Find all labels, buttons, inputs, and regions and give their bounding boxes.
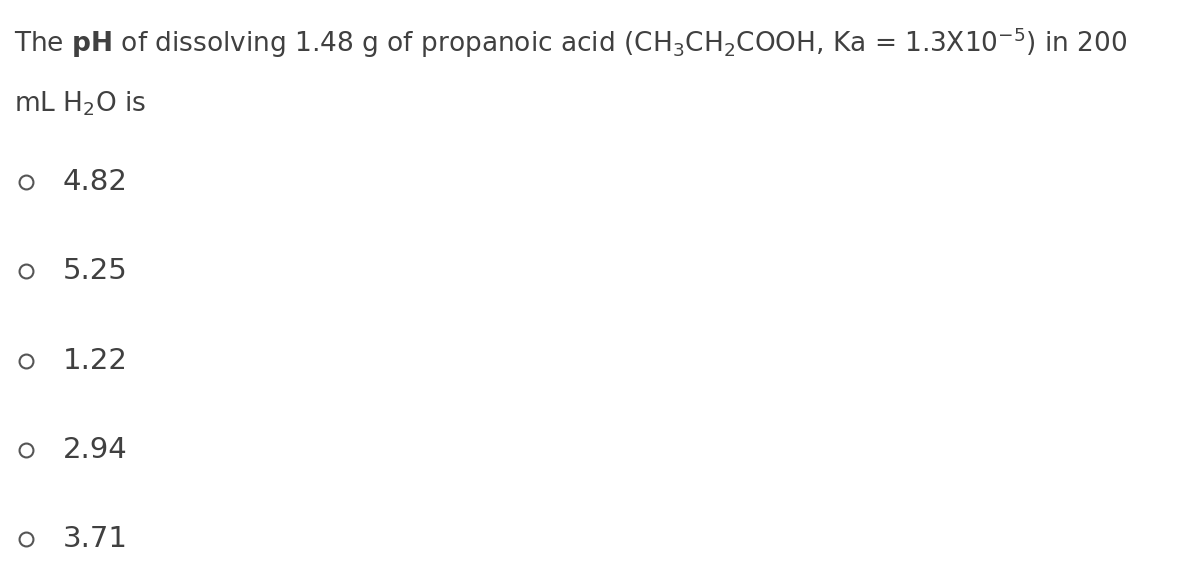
Text: 2.94: 2.94 (62, 436, 127, 464)
Text: 3.71: 3.71 (62, 526, 127, 553)
Text: The $\mathbf{pH}$ of dissolving 1.48 g of propanoic acid (CH$_3$CH$_2$COOH, Ka =: The $\mathbf{pH}$ of dissolving 1.48 g o… (14, 26, 1128, 61)
Text: 5.25: 5.25 (62, 257, 127, 285)
Text: mL H$_2$O is: mL H$_2$O is (14, 89, 146, 118)
Text: 1.22: 1.22 (62, 347, 127, 374)
Text: 4.82: 4.82 (62, 168, 127, 196)
